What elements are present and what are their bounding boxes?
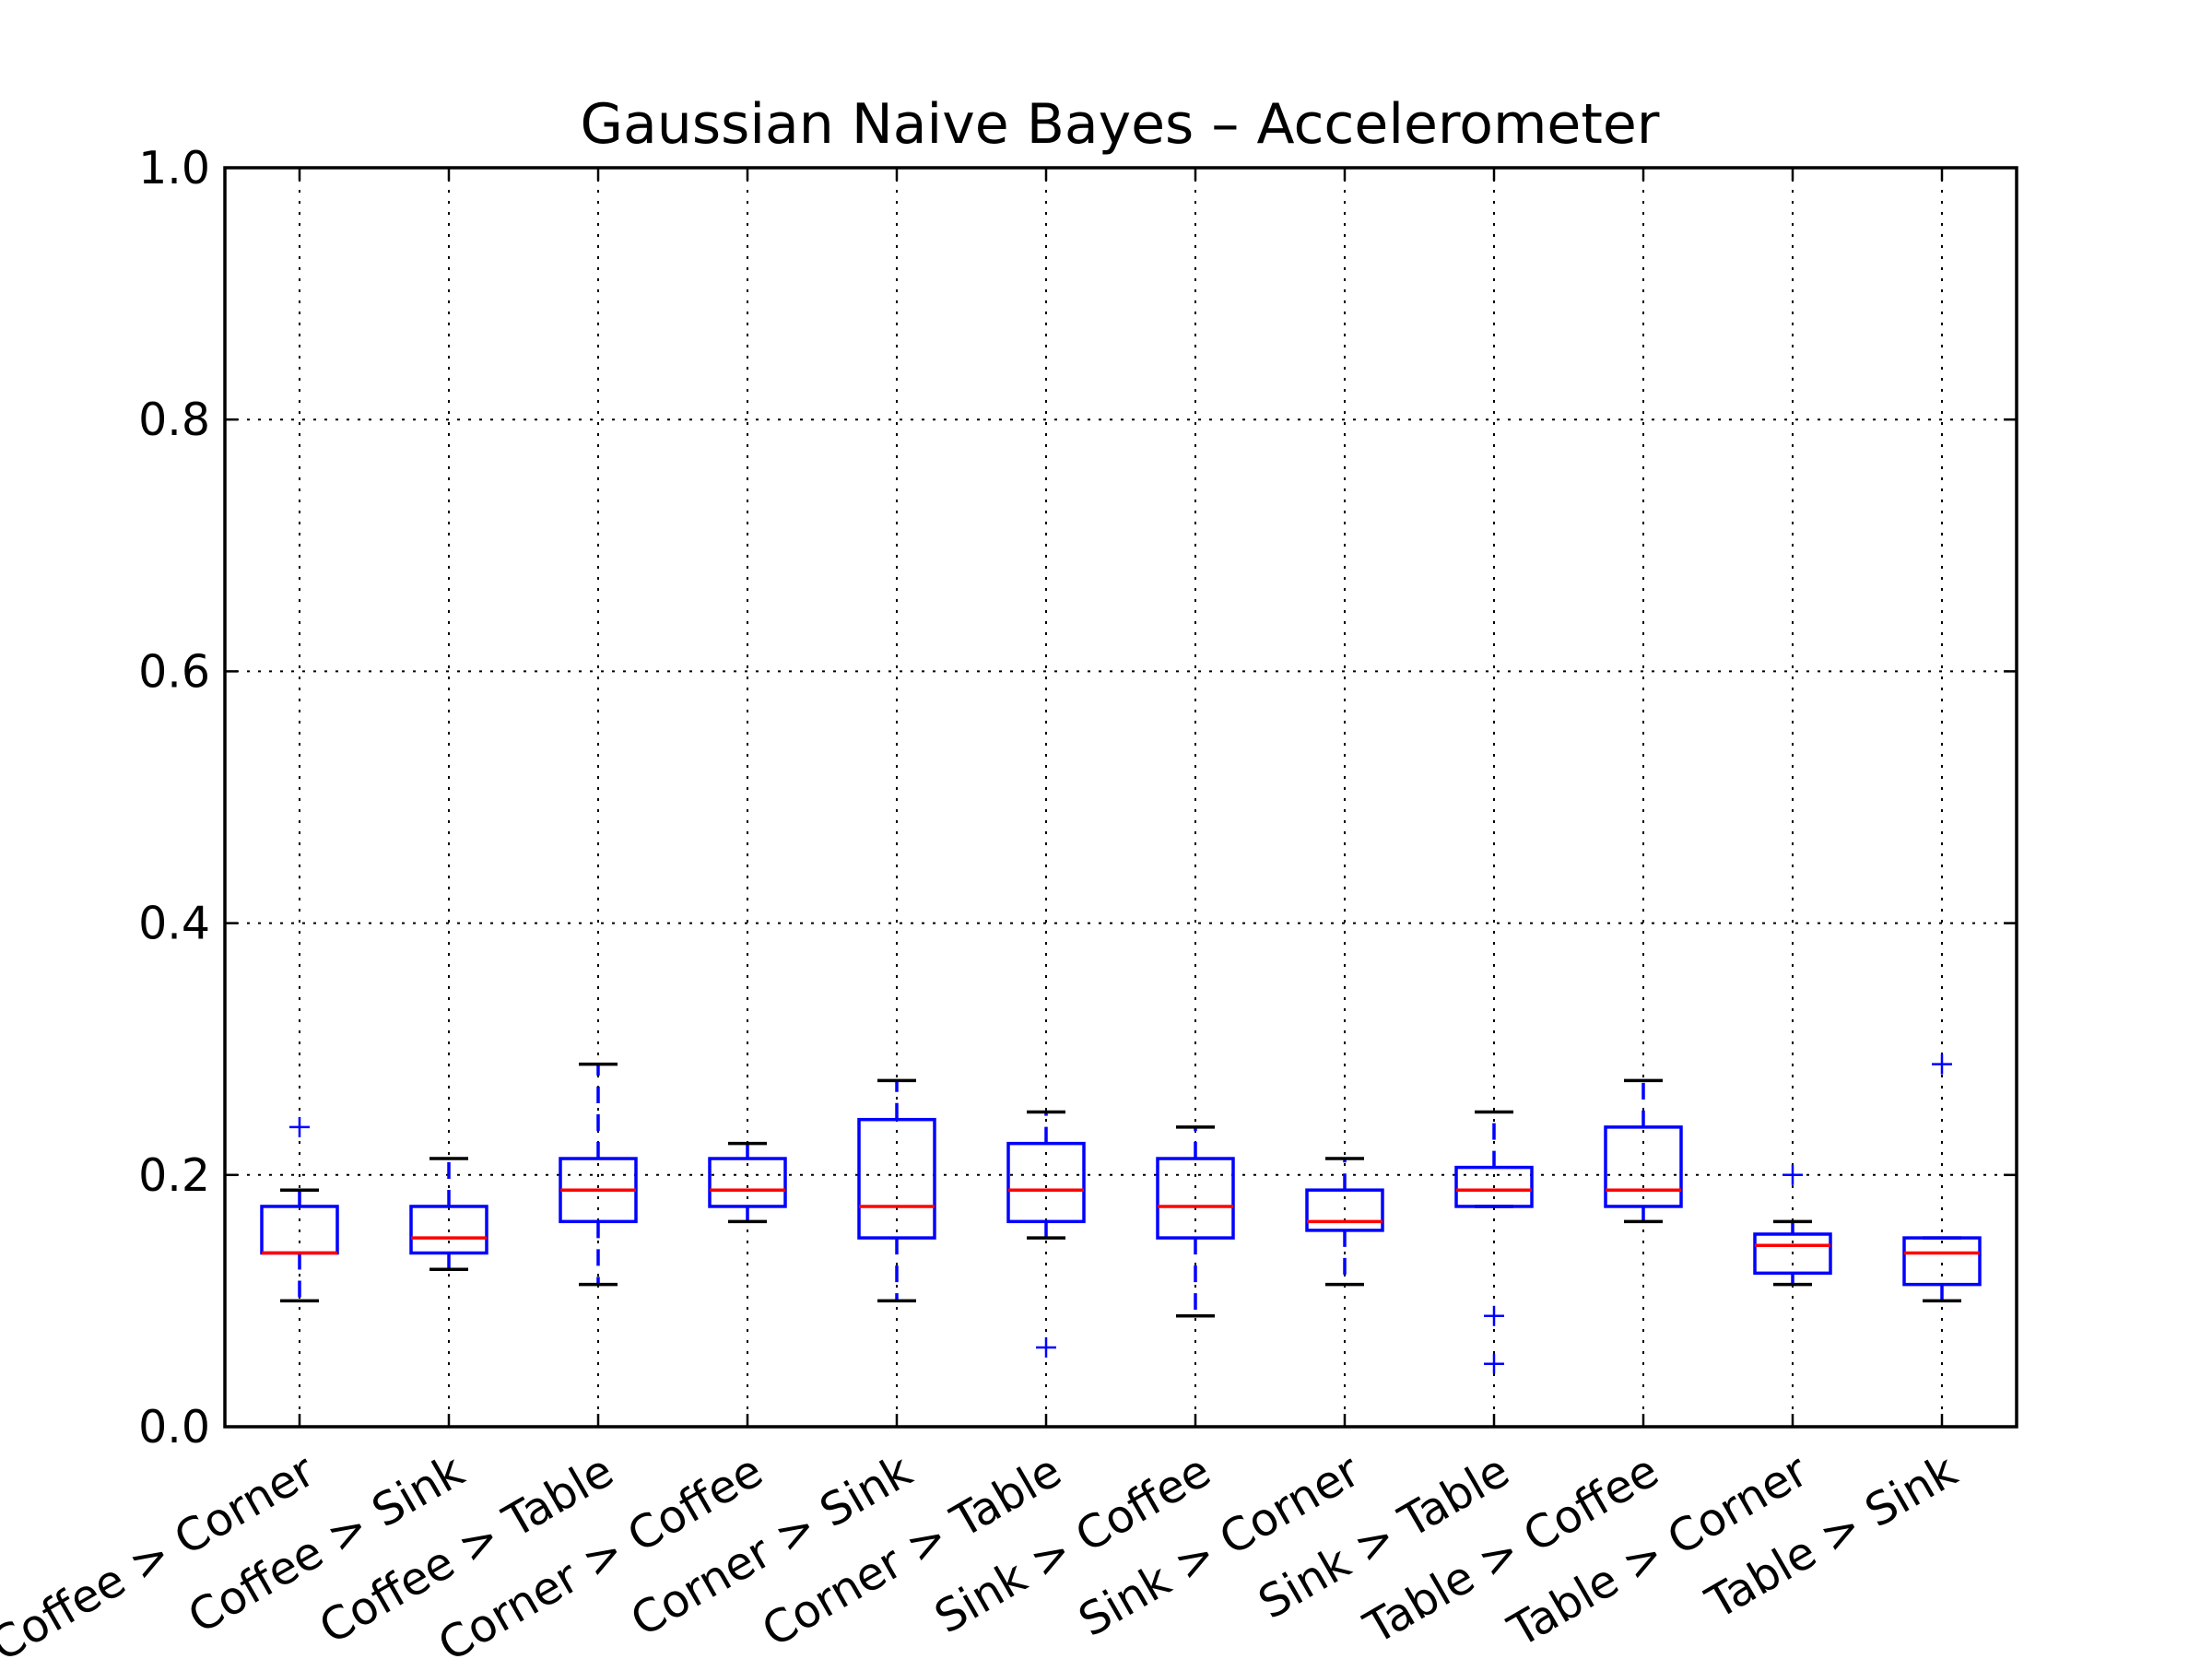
iqr-box [1305, 1188, 1384, 1232]
axis-ticks [225, 166, 2017, 1429]
box-group [1305, 1157, 1384, 1287]
box-group [1753, 1164, 1832, 1287]
box-group [708, 1141, 787, 1224]
box-group [559, 1062, 638, 1287]
iqr-box [1006, 1141, 1086, 1224]
iqr-box [1454, 1165, 1534, 1208]
outlier-marker [289, 1116, 310, 1137]
iqr-box [409, 1205, 488, 1255]
y-tick-label: 0.0 [138, 1401, 210, 1453]
y-tick-label: 0.4 [138, 898, 210, 950]
box-group [1156, 1125, 1235, 1318]
y-tick-label: 0.6 [138, 645, 210, 698]
outlier-marker [1484, 1305, 1504, 1326]
x-category-label: Table > Sink [1697, 1444, 1966, 1630]
y-tick-label: 0.2 [138, 1149, 210, 1202]
outlier-marker [1783, 1164, 1803, 1185]
iqr-box [1753, 1232, 1832, 1276]
y-tick-label: 0.8 [138, 394, 210, 446]
box-group [1604, 1078, 1683, 1224]
y-tick-label: 1.0 [138, 142, 210, 194]
y-tick-labels: 0.0 0.2 0.4 0.6 0.8 1.0 [138, 142, 210, 1453]
box-plots [260, 1053, 1982, 1374]
box-group [857, 1078, 936, 1303]
outlier-marker [1484, 1353, 1504, 1374]
iqr-box [857, 1117, 936, 1240]
iqr-box [1604, 1125, 1683, 1208]
box-group [1006, 1110, 1086, 1358]
outlier-marker [1932, 1053, 1952, 1075]
outlier-marker [1036, 1336, 1056, 1358]
box-group [260, 1116, 339, 1303]
chart-title: Gaussian Naive Bayes – Accelerometer [581, 92, 1660, 157]
box-group [1454, 1110, 1534, 1374]
plot-frame [223, 166, 2018, 1429]
grid-lines [225, 167, 2017, 1428]
box-group [1902, 1053, 1982, 1303]
iqr-box [708, 1157, 787, 1208]
iqr-box [1156, 1157, 1235, 1240]
iqr-box [1902, 1236, 1982, 1287]
box-group [409, 1157, 488, 1271]
